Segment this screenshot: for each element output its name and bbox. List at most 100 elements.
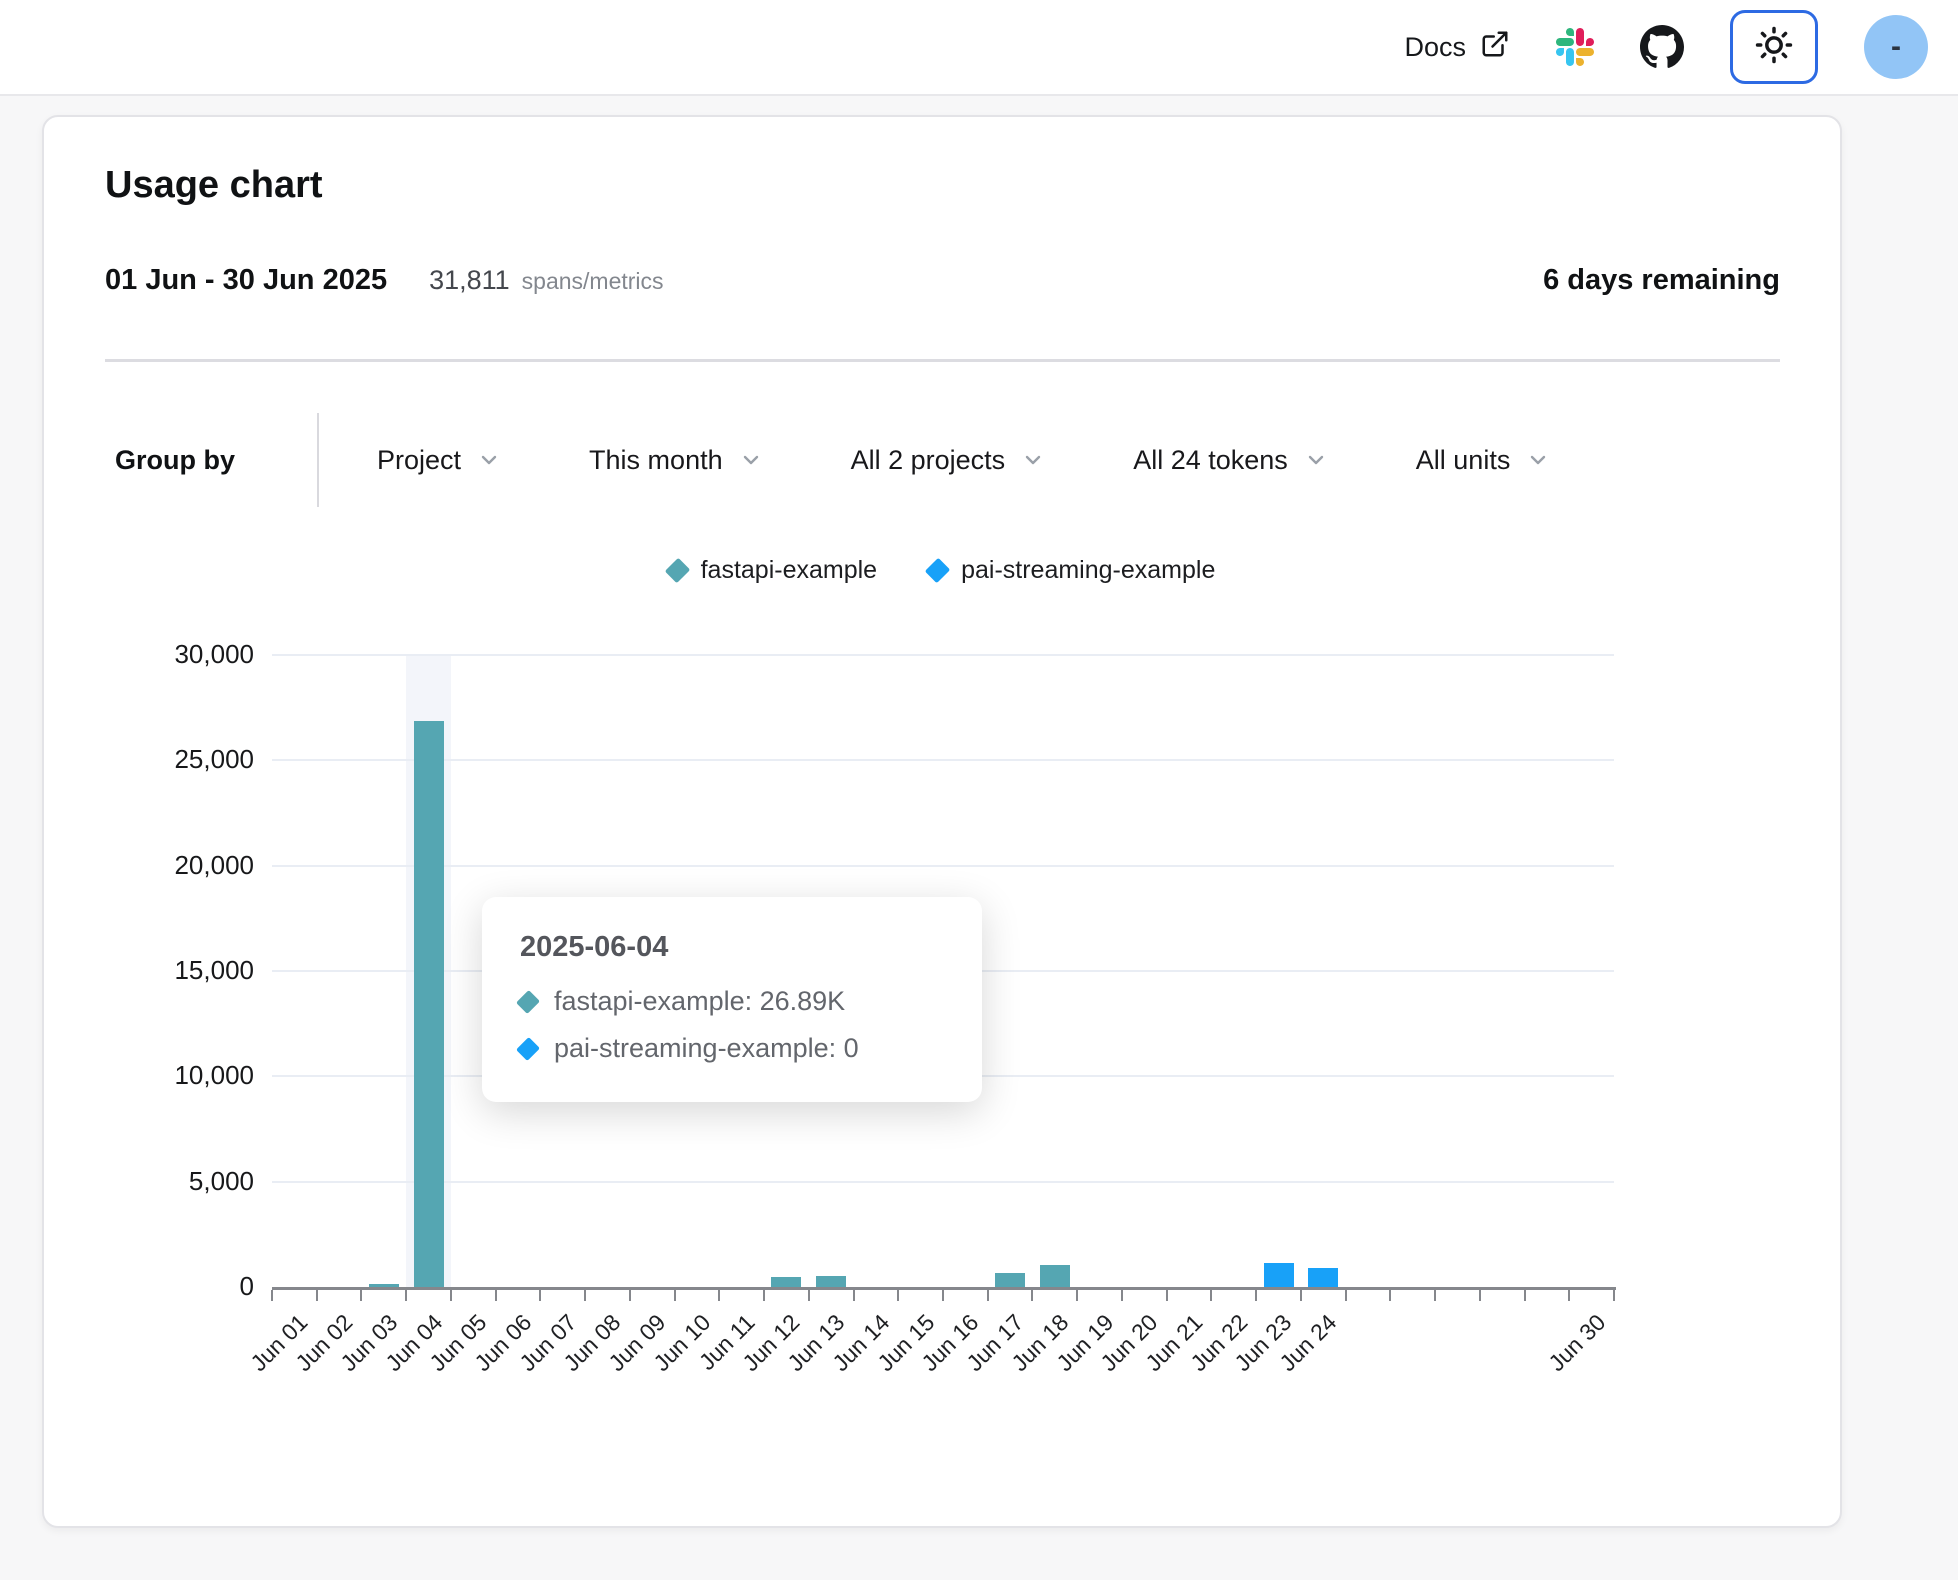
- filter-projects[interactable]: All 2 projects: [851, 445, 1046, 476]
- chevron-down-icon: [1021, 448, 1045, 472]
- chevron-down-icon: [739, 448, 763, 472]
- x-axis-tick: [942, 1290, 944, 1301]
- x-axis-tick: [853, 1290, 855, 1301]
- filter-group-field[interactable]: Project: [377, 445, 501, 476]
- filter-units[interactable]: All units: [1416, 445, 1551, 476]
- x-axis-tick: [1255, 1290, 1257, 1301]
- filter-tokens-label: All 24 tokens: [1133, 445, 1288, 476]
- tooltip-row-pai-streaming-example: pai-streaming-example: 0: [520, 1033, 944, 1064]
- x-axis-tick: [405, 1290, 407, 1301]
- x-axis-tick: [360, 1290, 362, 1301]
- tooltip-diamond-icon: [516, 1037, 540, 1061]
- usage-unit: spans/metrics: [522, 268, 664, 295]
- theme-toggle-button[interactable]: [1730, 10, 1818, 84]
- filter-dropdowns: Project This month All 2 projects All 24 to…: [377, 445, 1550, 476]
- x-axis-tick: [1166, 1290, 1168, 1301]
- x-axis-tick: [674, 1290, 676, 1301]
- legend-diamond-icon: [925, 557, 950, 582]
- x-axis-tick: [763, 1290, 765, 1301]
- x-axis-label: Jun 30: [1543, 1309, 1611, 1377]
- sun-icon: [1753, 24, 1795, 71]
- x-axis-tick: [495, 1290, 497, 1301]
- avatar[interactable]: -: [1864, 15, 1928, 79]
- legend-item-fastapi-example[interactable]: fastapi-example: [669, 556, 877, 585]
- x-axis-tick: [539, 1290, 541, 1301]
- x-axis-tick: [1210, 1290, 1212, 1301]
- github-icon[interactable]: [1640, 25, 1684, 69]
- page-title: Usage chart: [105, 162, 1780, 208]
- chevron-down-icon: [477, 448, 501, 472]
- y-axis-label: 10,000: [44, 1060, 254, 1091]
- bar-pai-streaming-example-Jun 23[interactable]: [1264, 1263, 1294, 1287]
- filter-bar: Group by Project This month All 2 projects…: [115, 412, 1780, 508]
- y-axis-label: 0: [44, 1271, 254, 1302]
- tooltip-row-fastapi-example: fastapi-example: 26.89K: [520, 986, 944, 1017]
- filter-projects-label: All 2 projects: [851, 445, 1006, 476]
- chevron-down-icon: [1526, 448, 1550, 472]
- gridline: [272, 759, 1614, 761]
- x-axis-tick: [897, 1290, 899, 1301]
- bar-fastapi-example-Jun 12[interactable]: [771, 1277, 801, 1287]
- x-axis-tick: [808, 1290, 810, 1301]
- header-divider: [105, 359, 1780, 362]
- bar-fastapi-example-Jun 18[interactable]: [1040, 1265, 1070, 1287]
- stats-row: 01 Jun - 30 Jun 2025 31,811 spans/metric…: [105, 264, 1780, 297]
- y-axis-label: 5,000: [44, 1166, 254, 1197]
- x-axis-tick: [1434, 1290, 1436, 1301]
- groupby-label: Group by: [115, 445, 317, 476]
- usage-chart: 2025-06-04 fastapi-example: 26.89K pai-st…: [44, 605, 1840, 1425]
- bar-fastapi-example-Jun 04[interactable]: [414, 721, 444, 1287]
- usage-period: 01 Jun - 30 Jun 2025: [105, 264, 387, 297]
- y-axis-label: 25,000: [44, 744, 254, 775]
- tooltip-diamond-icon: [516, 990, 540, 1014]
- chevron-down-icon: [1304, 448, 1328, 472]
- x-axis-tick: [629, 1290, 631, 1301]
- x-axis-line: [272, 1287, 1616, 1290]
- y-axis-label: 30,000: [44, 639, 254, 670]
- usage-card: Usage chart 01 Jun - 30 Jun 2025 31,811 …: [42, 115, 1842, 1528]
- x-axis-tick: [1031, 1290, 1033, 1301]
- x-axis-tick: [1568, 1290, 1570, 1301]
- x-axis-tick: [987, 1290, 989, 1301]
- gridline: [272, 1181, 1614, 1183]
- gridline: [272, 654, 1614, 656]
- legend-label: pai-streaming-example: [961, 556, 1215, 585]
- usage-count: 31,811: [429, 265, 510, 296]
- x-axis-tick: [1345, 1290, 1347, 1301]
- avatar-label: -: [1891, 30, 1901, 64]
- filter-time-range[interactable]: This month: [589, 445, 763, 476]
- docs-link[interactable]: Docs: [1404, 29, 1510, 66]
- tooltip-row-text: pai-streaming-example: 0: [554, 1033, 859, 1064]
- y-axis-label: 20,000: [44, 850, 254, 881]
- y-axis-label: 15,000: [44, 955, 254, 986]
- tooltip-row-text: fastapi-example: 26.89K: [554, 986, 845, 1017]
- docs-link-label: Docs: [1404, 32, 1466, 63]
- legend: fastapi-example pai-streaming-example: [44, 553, 1840, 587]
- x-axis-tick: [450, 1290, 452, 1301]
- x-axis-tick: [718, 1290, 720, 1301]
- x-axis-tick: [316, 1290, 318, 1301]
- legend-label: fastapi-example: [701, 556, 877, 585]
- filter-tokens[interactable]: All 24 tokens: [1133, 445, 1328, 476]
- x-axis-tick: [1121, 1290, 1123, 1301]
- tooltip: 2025-06-04 fastapi-example: 26.89K pai-st…: [482, 897, 982, 1102]
- x-axis-tick: [1524, 1290, 1526, 1301]
- bar-fastapi-example-Jun 13[interactable]: [816, 1276, 846, 1287]
- filter-units-label: All units: [1416, 445, 1511, 476]
- bar-fastapi-example-Jun 17[interactable]: [995, 1273, 1025, 1287]
- x-axis-tick: [1076, 1290, 1078, 1301]
- slack-icon[interactable]: [1556, 28, 1594, 66]
- filter-time-range-label: This month: [589, 445, 723, 476]
- tooltip-title: 2025-06-04: [520, 931, 944, 964]
- legend-item-pai-streaming-example[interactable]: pai-streaming-example: [929, 556, 1215, 585]
- x-axis-tick: [1389, 1290, 1391, 1301]
- topbar: Docs: [0, 0, 1958, 96]
- x-axis-tick: [1300, 1290, 1302, 1301]
- bar-pai-streaming-example-Jun 24[interactable]: [1308, 1268, 1338, 1287]
- x-axis-tick: [584, 1290, 586, 1301]
- legend-diamond-icon: [664, 557, 689, 582]
- filter-divider: [317, 413, 319, 507]
- gridline: [272, 865, 1614, 867]
- days-remaining: 6 days remaining: [1543, 264, 1780, 297]
- filter-group-field-label: Project: [377, 445, 461, 476]
